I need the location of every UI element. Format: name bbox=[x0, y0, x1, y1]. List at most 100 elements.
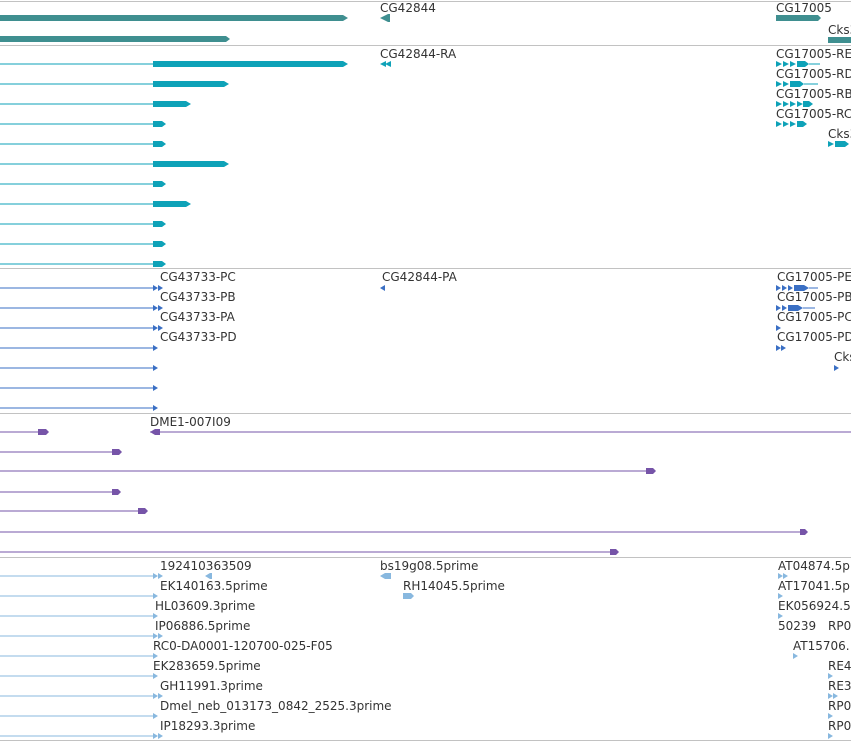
transcript-label[interactable]: CG17005-RD bbox=[776, 67, 851, 81]
protein-label[interactable]: CG17005-PD bbox=[777, 330, 851, 344]
protein-feature[interactable] bbox=[380, 285, 385, 291]
transcript-exon[interactable] bbox=[776, 101, 813, 107]
transcript-exon[interactable] bbox=[153, 121, 166, 127]
transcript-exon[interactable] bbox=[153, 61, 348, 67]
est-label[interactable]: HL03609.3prime bbox=[155, 599, 256, 613]
est-feature[interactable] bbox=[828, 673, 833, 679]
est-feature[interactable] bbox=[403, 593, 414, 599]
est-feature[interactable] bbox=[153, 593, 158, 599]
est-label[interactable]: RP0 bbox=[828, 619, 851, 633]
protein-feature[interactable] bbox=[153, 385, 158, 391]
clone-label[interactable]: DME1-007I09 bbox=[150, 415, 231, 429]
protein-feature[interactable] bbox=[153, 365, 158, 371]
transcript-exon[interactable] bbox=[153, 261, 166, 267]
protein-label[interactable]: Cks bbox=[834, 350, 851, 364]
est-feature[interactable] bbox=[828, 693, 838, 699]
protein-feature[interactable] bbox=[776, 285, 818, 291]
est-label[interactable]: EK283659.5prime bbox=[153, 659, 261, 673]
protein-feature[interactable] bbox=[153, 305, 163, 311]
gene-feature[interactable] bbox=[776, 15, 821, 21]
gene-label[interactable]: CG42844 bbox=[380, 1, 436, 15]
protein-label[interactable]: CG17005-PC bbox=[777, 310, 851, 324]
est-label[interactable]: RE4 bbox=[828, 659, 851, 673]
clone-feature[interactable] bbox=[112, 449, 122, 455]
est-label[interactable]: 192410363509 bbox=[160, 559, 252, 573]
transcript-label[interactable]: Cks3 bbox=[828, 127, 851, 141]
transcript-label[interactable]: CG17005-RB bbox=[776, 87, 851, 101]
est-feature[interactable] bbox=[153, 573, 163, 579]
gene-feature[interactable] bbox=[0, 15, 348, 21]
gene-label[interactable]: CG17005 bbox=[776, 1, 832, 15]
est-feature[interactable] bbox=[205, 573, 212, 579]
transcript-exon[interactable] bbox=[776, 121, 807, 127]
est-feature[interactable] bbox=[153, 633, 163, 639]
protein-label[interactable]: CG43733-PD bbox=[160, 330, 237, 344]
est-feature[interactable] bbox=[778, 573, 788, 579]
transcript-exon[interactable] bbox=[776, 81, 818, 87]
clone-feature[interactable] bbox=[150, 429, 160, 435]
est-feature[interactable] bbox=[828, 733, 833, 739]
protein-label[interactable]: CG43733-PC bbox=[160, 270, 236, 284]
protein-feature[interactable] bbox=[834, 365, 839, 371]
est-label[interactable]: EK056924.5 bbox=[778, 599, 851, 613]
protein-feature[interactable] bbox=[153, 285, 163, 291]
transcript-exon[interactable] bbox=[153, 181, 166, 187]
transcript-exon[interactable] bbox=[385, 61, 391, 67]
transcript-exon[interactable] bbox=[380, 61, 386, 67]
est-label[interactable]: RC0-DA0001-120700-025-F05 bbox=[153, 639, 333, 653]
transcript-exon[interactable] bbox=[153, 101, 191, 107]
clone-feature[interactable] bbox=[646, 468, 656, 474]
est-label[interactable]: IP18293.3prime bbox=[160, 719, 256, 733]
est-feature[interactable] bbox=[153, 693, 163, 699]
transcript-exon[interactable] bbox=[153, 161, 229, 167]
protein-feature[interactable] bbox=[153, 325, 163, 331]
transcript-exon[interactable] bbox=[153, 81, 229, 87]
est-feature[interactable] bbox=[380, 573, 391, 579]
est-feature[interactable] bbox=[153, 613, 158, 619]
protein-label[interactable]: CG42844-PA bbox=[382, 270, 457, 284]
protein-label[interactable]: CG17005-PE bbox=[777, 270, 851, 284]
est-feature[interactable] bbox=[153, 653, 158, 659]
transcript-exon[interactable] bbox=[153, 201, 191, 207]
est-label[interactable]: AT04874.5p bbox=[778, 559, 850, 573]
gene-label[interactable]: Cks3 bbox=[828, 23, 851, 37]
clone-feature[interactable] bbox=[610, 549, 619, 555]
protein-label[interactable]: CG43733-PB bbox=[160, 290, 236, 304]
est-label[interactable]: GH11991.3prime bbox=[160, 679, 263, 693]
transcript-label[interactable]: CG42844-RA bbox=[380, 47, 457, 61]
est-feature[interactable] bbox=[153, 713, 158, 719]
transcript-label[interactable]: CG17005-RC bbox=[776, 107, 851, 121]
est-feature[interactable] bbox=[778, 593, 783, 599]
gene-feature[interactable] bbox=[828, 37, 851, 43]
protein-label[interactable]: CG43733-PA bbox=[160, 310, 235, 324]
transcript-exon[interactable] bbox=[153, 241, 166, 247]
est-feature[interactable] bbox=[828, 713, 833, 719]
est-label[interactable]: EK140163.5prime bbox=[160, 579, 268, 593]
est-label[interactable]: RP0 bbox=[828, 699, 851, 713]
est-label[interactable]: 50239 bbox=[778, 619, 817, 633]
protein-feature[interactable] bbox=[776, 345, 786, 351]
protein-feature[interactable] bbox=[776, 305, 815, 311]
protein-feature[interactable] bbox=[776, 325, 781, 331]
transcript-exon[interactable] bbox=[153, 221, 166, 227]
transcript-exon[interactable] bbox=[153, 141, 166, 147]
gene-feature[interactable] bbox=[0, 36, 230, 42]
est-label[interactable]: AT17041.5p bbox=[778, 579, 850, 593]
est-label[interactable]: RH14045.5prime bbox=[403, 579, 505, 593]
transcript-exon[interactable] bbox=[776, 61, 820, 67]
transcript-label[interactable]: CG17005-RE bbox=[776, 47, 851, 61]
protein-feature[interactable] bbox=[153, 405, 158, 411]
protein-feature[interactable] bbox=[153, 345, 158, 351]
est-label[interactable]: Dmel_neb_013173_0842_2525.3prime bbox=[160, 699, 392, 713]
est-feature[interactable] bbox=[778, 613, 783, 619]
clone-feature[interactable] bbox=[138, 508, 148, 514]
est-feature[interactable] bbox=[153, 733, 163, 739]
est-label[interactable]: RE3 bbox=[828, 679, 851, 693]
clone-feature[interactable] bbox=[112, 489, 121, 495]
clone-feature[interactable] bbox=[38, 429, 49, 435]
est-label[interactable]: IP06886.5prime bbox=[155, 619, 251, 633]
est-feature[interactable] bbox=[793, 653, 798, 659]
est-feature[interactable] bbox=[153, 673, 158, 679]
est-label[interactable]: RP0 bbox=[828, 719, 851, 733]
gene-feature[interactable] bbox=[380, 14, 390, 22]
